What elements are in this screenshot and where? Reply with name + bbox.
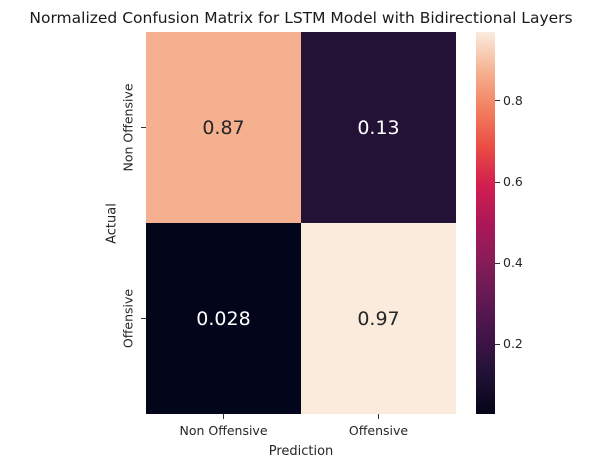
cell-value-label: 0.87	[202, 116, 245, 139]
y-tick-label: Offensive	[120, 288, 136, 348]
heatmap-cell: 0.87	[146, 32, 301, 223]
y-tick	[141, 127, 146, 128]
colorbar	[476, 32, 495, 414]
colorbar-tick	[495, 181, 500, 183]
x-tick	[223, 414, 224, 419]
y-axis-label: Actual	[104, 203, 120, 244]
heatmap-cell: 0.13	[301, 32, 456, 223]
x-tick	[378, 414, 379, 419]
cell-value-label: 0.13	[357, 116, 400, 139]
chart-title: Normalized Confusion Matrix for LSTM Mod…	[29, 9, 573, 27]
cell-value-label: 0.028	[196, 307, 251, 330]
colorbar-tick	[495, 343, 500, 345]
cell-value-label: 0.97	[357, 307, 400, 330]
heatmap-cell: 0.97	[301, 223, 456, 414]
colorbar-tick-label: 0.8	[503, 92, 523, 108]
x-tick-label: Offensive	[348, 423, 409, 438]
heatmap-cell: 0.028	[146, 223, 301, 414]
colorbar-tick-label: 0.2	[503, 336, 523, 352]
colorbar-tick-label: 0.6	[503, 174, 523, 190]
x-axis-label: Prediction	[268, 444, 334, 459]
colorbar-tick	[495, 100, 500, 102]
y-tick-label: Non Offensive	[120, 82, 136, 172]
colorbar-tick	[495, 262, 500, 264]
x-tick-label: Non Offensive	[179, 423, 268, 438]
y-tick	[141, 318, 146, 319]
colorbar-tick-label: 0.4	[503, 255, 523, 271]
